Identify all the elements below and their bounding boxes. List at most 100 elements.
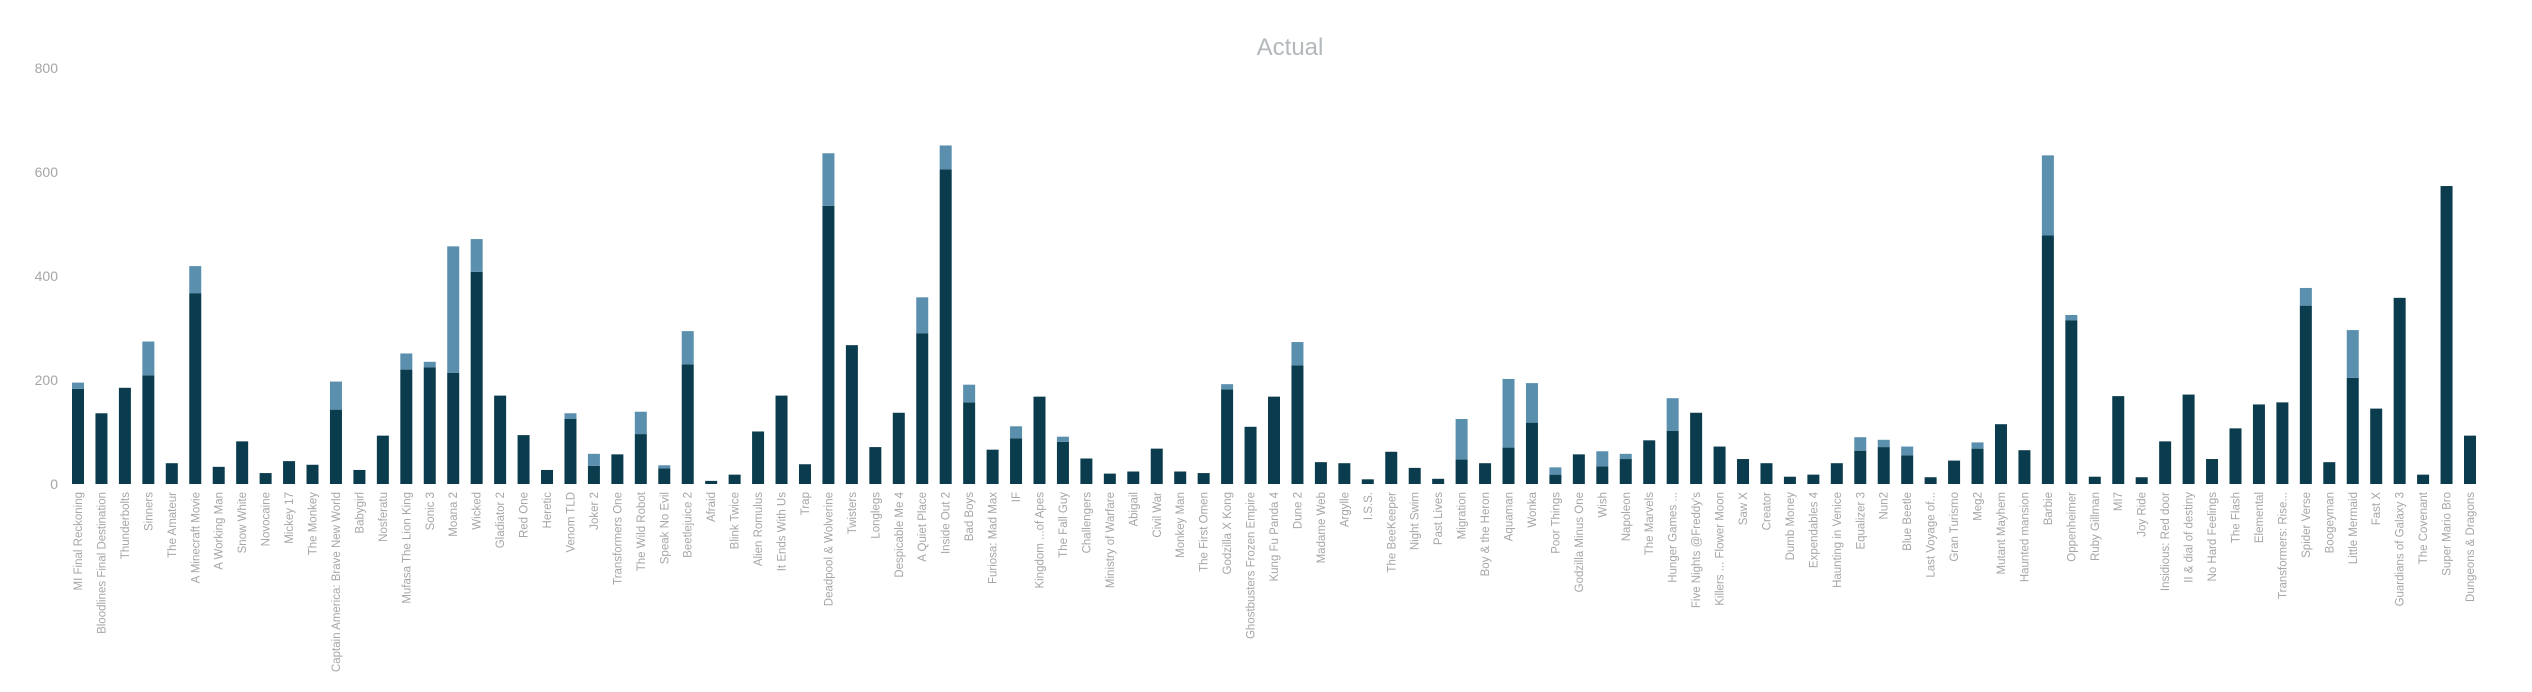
x-tick-label: Last Voyage of...	[1926, 492, 1938, 578]
bar-base	[189, 293, 202, 484]
x-tick-label: Meg2	[1973, 492, 1985, 521]
bar-top	[1056, 436, 1069, 442]
x-tick-label: Snow White	[237, 492, 249, 553]
bar-base	[2135, 477, 2148, 484]
x-tick-label: Haunted mansion	[2019, 492, 2031, 582]
y-tick-label: 800	[35, 60, 59, 76]
x-tick-label: Past Lives	[1433, 492, 1445, 545]
x-tick-label: Barbie	[2043, 492, 2055, 525]
bar-base	[72, 388, 84, 484]
bar-top	[1901, 446, 1914, 456]
x-tick-label: Trap	[800, 492, 812, 515]
x-axis-labels: MI Final Reckoning Bloodlines Final Desti…	[73, 491, 2477, 672]
x-tick-label: Mickey 17	[284, 492, 296, 544]
x-tick-label: Argylle	[1339, 492, 1351, 527]
x-tick-label: Insidious: Red door	[2160, 492, 2172, 591]
x-tick-label: Venom TLD	[565, 492, 577, 553]
bar-base	[2464, 435, 2476, 484]
bar-base	[236, 441, 249, 484]
x-tick-label: MI Final Reckoning	[73, 492, 85, 590]
x-tick-label: Super Mario Bro	[2442, 492, 2454, 576]
x-tick-label: Dungeons & Dragons	[2465, 492, 2477, 602]
bar-top	[587, 453, 600, 466]
x-tick-label: Spider Verse	[2301, 492, 2313, 558]
bar-base	[1830, 463, 1843, 484]
bar-top	[1854, 437, 1867, 451]
x-tick-label: Ministry of Warfare	[1105, 492, 1117, 588]
bar-top	[1549, 467, 1562, 475]
bar-base	[494, 395, 507, 484]
bar-base	[1572, 454, 1585, 484]
bar-top	[1221, 384, 1234, 390]
x-tick-label: Boogeyman	[2324, 492, 2336, 553]
bar-base	[1080, 458, 1093, 484]
bar-base	[2206, 459, 2219, 484]
bar-base	[1666, 430, 1679, 484]
bar-base	[259, 473, 272, 484]
bar-base	[1244, 426, 1257, 484]
x-tick-label: Heretic	[542, 492, 554, 529]
bar-top	[400, 353, 413, 370]
x-tick-label: Babygirl	[354, 492, 366, 534]
x-tick-label: Killers ... Flower Moon	[1715, 492, 1727, 606]
bar-base	[1877, 447, 1890, 484]
x-tick-label: Kingdom ...of Apes	[1034, 492, 1046, 589]
bar-top	[447, 246, 460, 373]
bar-base	[798, 464, 811, 484]
bar-base	[306, 464, 319, 484]
bar-top	[2041, 155, 2054, 236]
x-tick-label: Civil War	[1152, 492, 1164, 538]
bar-top	[916, 297, 929, 334]
x-tick-label: Inside Out 2	[941, 492, 953, 554]
x-tick-label: Alien Romulus	[753, 492, 765, 566]
bar-base	[1713, 446, 1726, 484]
x-tick-label: Creator	[1761, 492, 1773, 531]
x-tick-label: Poor Things	[1550, 492, 1562, 554]
y-tick-label: 600	[35, 164, 59, 180]
x-tick-label: Transformers One	[612, 492, 624, 585]
x-tick-label: Monkey Man	[1175, 492, 1187, 558]
bar-base	[1314, 462, 1327, 484]
x-tick-label: Saw X	[1738, 492, 1750, 526]
x-tick-label: Guardians of Galaxy 3	[2395, 492, 2407, 606]
bar-base	[447, 372, 460, 484]
bar-base	[2346, 377, 2359, 484]
x-tick-label: Five Nights @Freddy's	[1691, 492, 1703, 608]
bar-base	[2370, 408, 2383, 484]
bar-base	[1197, 473, 1210, 484]
x-tick-label: Sinners	[143, 492, 155, 531]
x-tick-label: The Marvels	[1644, 492, 1656, 556]
x-tick-label: Ghostbusters Frozen Empire	[1246, 492, 1258, 639]
bar-base	[2417, 474, 2430, 484]
bar-base	[892, 412, 905, 484]
bar-base	[681, 364, 694, 484]
bar-base	[353, 469, 366, 484]
bar-top	[1666, 398, 1679, 431]
x-tick-label: No Hard Feelings	[2207, 492, 2219, 582]
x-tick-label: Bad Boys	[964, 492, 976, 541]
x-tick-label: Afraid	[706, 492, 718, 522]
bar-base	[1010, 438, 1023, 484]
bar-base	[869, 447, 882, 484]
bar-top	[634, 411, 647, 435]
x-tick-label: A Minecraft Movie	[190, 492, 202, 583]
bar-base	[1150, 448, 1163, 484]
x-tick-label: Furiosa: Mad Max	[988, 492, 1000, 584]
bar-base	[2182, 394, 2195, 484]
bar-top	[72, 382, 84, 389]
bar-base	[400, 369, 413, 484]
x-tick-label: Fast X	[2371, 492, 2383, 526]
bar-base	[1901, 455, 1914, 484]
x-tick-label: The Flash	[2230, 492, 2242, 543]
x-tick-label: Boy & the Heron	[1480, 492, 1492, 576]
bar-base	[728, 474, 741, 484]
x-tick-label: I.S.S.	[1363, 492, 1375, 520]
x-tick-label: Oppenheimer	[2066, 492, 2078, 562]
bar-base	[564, 419, 577, 484]
bar-base	[2393, 297, 2406, 484]
bar-top	[1971, 442, 1984, 449]
bar-top	[681, 331, 694, 365]
x-tick-label: Aquaman	[1504, 492, 1516, 541]
bar-base	[775, 395, 788, 484]
